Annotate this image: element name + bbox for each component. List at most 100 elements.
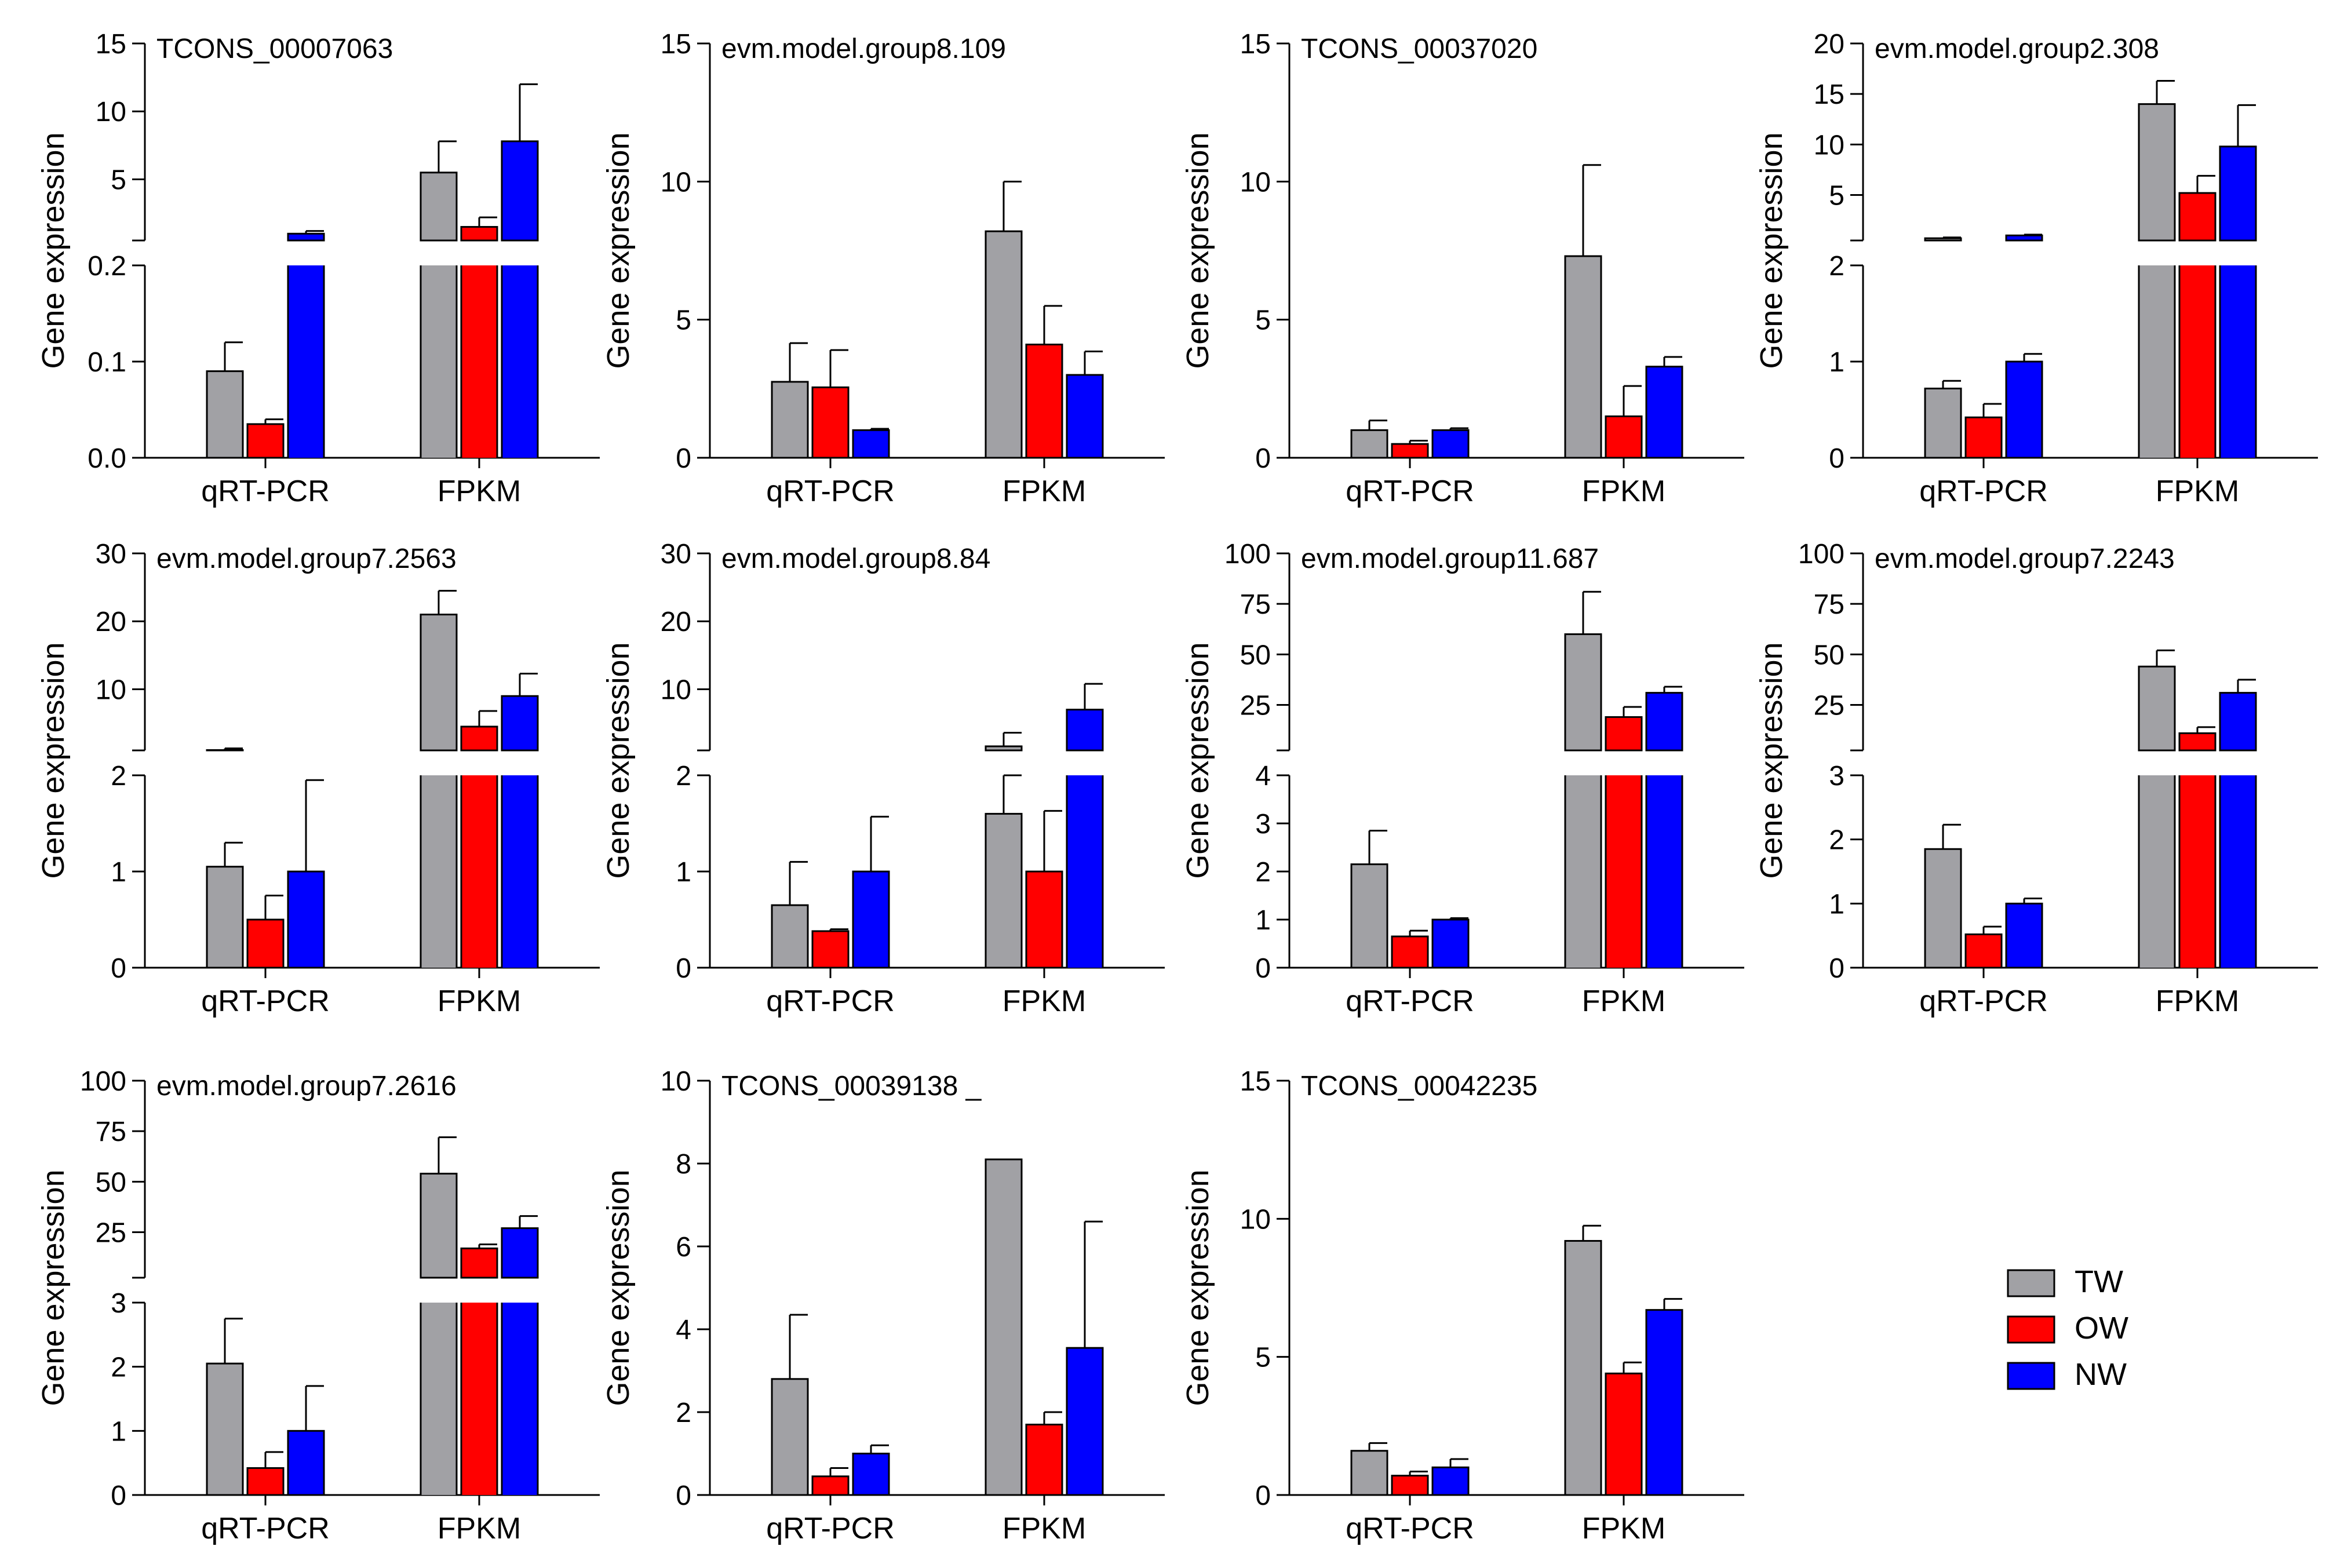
bar-nw — [287, 1430, 325, 1496]
bar-nw — [288, 265, 325, 458]
y-tick-label: 2 — [676, 1398, 691, 1428]
legend-swatch-tw — [2007, 1269, 2055, 1297]
bar-tw — [1564, 1239, 1602, 1496]
bar-tw — [1565, 775, 1601, 968]
y-tick-label: 0.2 — [88, 251, 126, 282]
bar-tw — [420, 1303, 457, 1495]
x-tick-label: qRT-PCR — [201, 1512, 330, 1545]
bar-ow — [1605, 1372, 1643, 1496]
y-tick-label: 100 — [80, 1066, 126, 1097]
y-axis-label: Gene expression — [1180, 642, 1215, 878]
bar-ow — [2179, 775, 2215, 968]
legend-label-ow: OW — [2075, 1311, 2128, 1345]
bar-ow — [2179, 265, 2215, 458]
y-tick-label: 6 — [676, 1232, 691, 1263]
chart-panel-6: evm.model.group8.84 Gene expression 0 1 2 10 2… — [601, 539, 1165, 1018]
bar-nw — [1431, 429, 1470, 459]
y-tick-label: 0 — [1829, 953, 1844, 984]
x-tick-label: qRT-PCR — [1346, 475, 1474, 508]
legend-swatch-nw — [2007, 1362, 2055, 1390]
y-tick-label: 25 — [1814, 691, 1844, 721]
bar-nw — [852, 429, 890, 459]
y-tick-label: 0 — [1255, 1481, 1271, 1511]
chart-panel-5: evm.model.group7.2563 Gene expression 0 1 2 1… — [36, 539, 600, 1018]
y-axis-label: Gene expression — [36, 642, 71, 878]
bar-ow — [811, 386, 850, 459]
chart-panel-10: TCONS_00039138 _ Gene expression 0 2 4 6 8 10 qR… — [601, 1066, 1165, 1545]
panel-title: evm.model.group2.308 — [1875, 34, 2159, 64]
bar-ow — [460, 725, 498, 752]
bar-ow — [246, 1467, 285, 1496]
bar-nw — [1066, 1347, 1104, 1496]
chart-panel-11: TCONS_00042235 Gene expression 0 5 10 15 qRT-P… — [1180, 1066, 1744, 1545]
panel-title: TCONS_00042235 — [1301, 1071, 1537, 1102]
bar-nw — [2005, 902, 2043, 969]
bar-nw — [852, 1453, 890, 1496]
y-tick-label: 10 — [96, 674, 126, 705]
y-axis-label: Gene expression — [601, 1169, 636, 1406]
y-axis-label: Gene expression — [601, 642, 636, 878]
bar-nw — [1066, 775, 1103, 968]
y-tick-label: 3 — [111, 1288, 126, 1319]
panel-title: TCONS_00007063 — [156, 34, 393, 64]
y-tick-label: 75 — [96, 1117, 126, 1147]
chart-panel-1: TCONS_00007063 Gene expression 0.0 0.1 0.2 5 1… — [36, 29, 600, 508]
bar-tw — [1350, 429, 1388, 459]
y-tick-label: 15 — [96, 29, 126, 60]
bar-tw — [985, 812, 1023, 969]
y-tick-label: 25 — [96, 1218, 126, 1249]
bar-ow — [460, 226, 498, 242]
bar-tw — [420, 775, 457, 968]
y-tick-label: 0 — [111, 953, 126, 984]
x-tick-label: FPKM — [438, 1512, 521, 1545]
x-tick-label: qRT-PCR — [1346, 1512, 1474, 1545]
bar-nw — [1066, 709, 1104, 752]
y-tick-label: 30 — [96, 539, 126, 570]
legend: TW OW NW — [2007, 1264, 2128, 1392]
y-axis-label: Gene expression — [36, 1169, 71, 1406]
y-tick-label: 1 — [111, 1416, 126, 1447]
bar-nw — [1645, 1309, 1683, 1496]
bar-tw — [1924, 848, 1962, 969]
y-tick-label: 20 — [1814, 29, 1844, 60]
y-tick-label: 2 — [676, 761, 691, 792]
y-tick-label: 4 — [676, 1315, 691, 1345]
bar-tw — [206, 1362, 244, 1496]
y-tick-label: 5 — [1829, 181, 1844, 212]
panel-title: evm.model.group7.2563 — [156, 544, 457, 574]
bar-tw — [1564, 255, 1602, 459]
y-tick-label: 0 — [676, 1481, 691, 1511]
bar-tw — [1924, 237, 1962, 242]
y-tick-label: 1 — [676, 857, 691, 888]
bar-tw — [985, 745, 1023, 752]
y-tick-label: 50 — [96, 1167, 126, 1198]
bar-nw — [2219, 145, 2257, 242]
bar-ow — [2178, 192, 2217, 242]
y-tick-label: 1 — [1255, 905, 1271, 936]
x-tick-label: FPKM — [2156, 475, 2239, 508]
y-axis-label: Gene expression — [1180, 1169, 1215, 1406]
bar-tw — [420, 172, 458, 242]
x-tick-label: FPKM — [1003, 475, 1086, 508]
x-tick-label: FPKM — [438, 475, 521, 508]
bar-tw — [2138, 103, 2176, 242]
legend-swatch-ow — [2007, 1315, 2055, 1344]
panel-title: TCONS_00037020 — [1301, 34, 1537, 64]
bar-ow — [246, 918, 285, 969]
bar-tw — [771, 1378, 809, 1496]
y-tick-label: 100 — [1798, 539, 1844, 570]
y-axis-label: Gene expression — [1754, 132, 1789, 369]
bar-tw — [985, 230, 1023, 459]
bar-ow — [1391, 443, 1429, 459]
y-tick-label: 4 — [1255, 761, 1271, 792]
bar-ow — [811, 930, 850, 969]
x-tick-label: FPKM — [1582, 984, 1665, 1018]
bar-tw — [2138, 265, 2175, 458]
panel-title: evm.model.group11.687 — [1301, 544, 1599, 574]
x-tick-label: FPKM — [2156, 984, 2239, 1018]
chart-panel-3: TCONS_00037020 Gene expression 0 5 10 15 qRT-P… — [1180, 29, 1744, 508]
bar-nw — [501, 695, 539, 752]
y-tick-label: 5 — [1255, 1343, 1271, 1373]
y-tick-label: 20 — [661, 607, 691, 637]
x-tick-label: qRT-PCR — [201, 984, 330, 1018]
